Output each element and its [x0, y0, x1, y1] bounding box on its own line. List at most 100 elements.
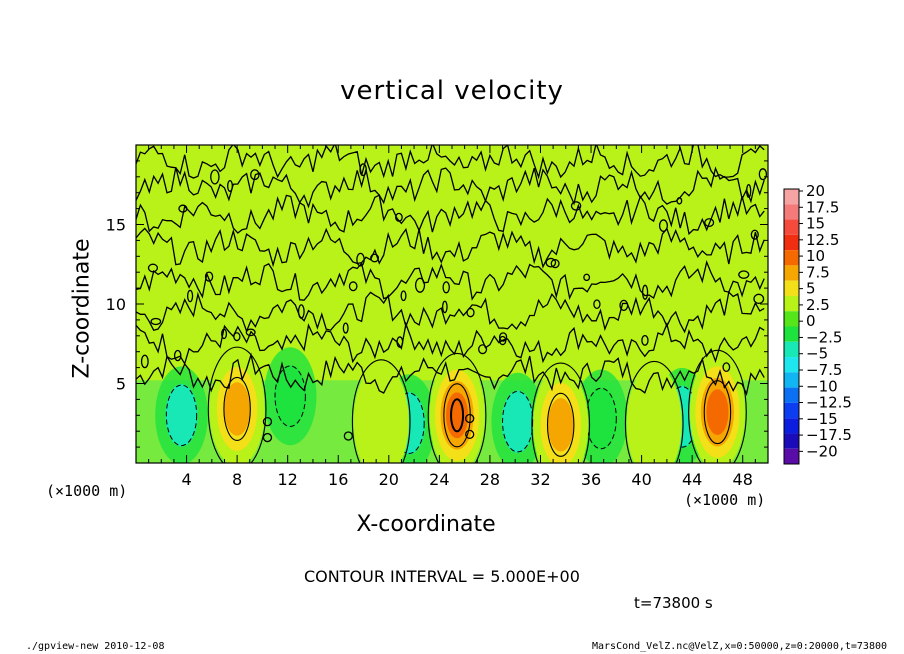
- x-unit-label-left: (×1000 m): [46, 482, 128, 500]
- contour-speck: [370, 253, 380, 263]
- contour-speck: [250, 169, 260, 181]
- colorbar-swatch: [784, 372, 799, 388]
- contour-speck: [676, 197, 683, 205]
- velocity-field: [136, 145, 768, 463]
- contour-line: [136, 145, 765, 180]
- contour-speck: [758, 168, 768, 181]
- x-tick-label: 4: [181, 470, 191, 489]
- x-tick-label: 44: [682, 470, 702, 489]
- colorbar-swatch: [784, 250, 799, 266]
- x-tick-label: 32: [530, 470, 550, 489]
- contour-speck: [722, 362, 731, 373]
- contour-speck: [738, 270, 750, 279]
- contour-speck: [593, 299, 601, 310]
- colorbar-swatch: [784, 295, 799, 312]
- colorbar-label: 15: [806, 215, 825, 233]
- colorbar-label: 20: [806, 182, 825, 200]
- contour-speck: [210, 169, 220, 185]
- colorbar-label: −10: [806, 377, 838, 395]
- y-tick-label: 10: [106, 295, 126, 314]
- x-tick-label: 28: [480, 470, 500, 489]
- contour-speck: [465, 429, 475, 440]
- colorbar-swatch: [784, 448, 799, 464]
- colorbar-label: −15: [806, 410, 838, 428]
- contour-line: [136, 259, 765, 301]
- colorbar-swatch: [784, 204, 799, 220]
- colorbar-swatch: [784, 341, 799, 358]
- footer-program: ./gpview-new 2010-12-08: [26, 641, 165, 652]
- contour-speck: [641, 334, 649, 346]
- downdraft-cell: [491, 372, 545, 463]
- footer-source: MarsCond_VelZ.nc@VelZ,x=0:50000,z=0:2000…: [592, 641, 888, 652]
- downdraft-cell: [574, 369, 628, 463]
- colorbar-label: 7.5: [806, 263, 830, 281]
- contour-speck: [583, 273, 591, 282]
- colorbar-label: 0: [806, 312, 816, 330]
- y-tick-label: 5: [116, 375, 126, 394]
- contour-speck: [396, 336, 404, 348]
- contour-speck: [746, 183, 752, 198]
- colorbar-frame: [783, 188, 800, 465]
- updraft-cell: [427, 352, 487, 463]
- colorbar-label: −5: [806, 345, 828, 363]
- colorbar-swatch: [784, 402, 799, 419]
- contour-speck: [221, 328, 228, 340]
- colorbar-label: −12.5: [806, 394, 852, 412]
- colorbar-label: −17.5: [806, 426, 852, 444]
- x-tick-label: 24: [429, 470, 449, 489]
- colorbar: 2017.51512.5107.552.50−2.5−5−7.5−10−12.5…: [783, 182, 852, 465]
- time-note: t=73800 s: [634, 594, 713, 612]
- updraft-cell: [624, 360, 684, 463]
- colorbar-label: −7.5: [806, 361, 842, 379]
- x-tick-label: 48: [733, 470, 753, 489]
- contour-line: [136, 194, 765, 236]
- updraft-cell: [688, 349, 747, 463]
- x-unit-label-right: (×1000 m): [684, 491, 766, 509]
- contour-speck: [753, 293, 765, 305]
- x-tick-label: 40: [631, 470, 651, 489]
- colorbar-swatch: [784, 418, 799, 434]
- contour-speck: [498, 332, 508, 342]
- contour-speck: [348, 281, 358, 292]
- contour-speck: [414, 277, 426, 293]
- x-tick-label: 20: [379, 470, 399, 489]
- contour-speck: [658, 219, 668, 232]
- colorbar-label: −2.5: [806, 328, 842, 346]
- zero-contours: [136, 145, 768, 443]
- colorbar-swatch: [784, 311, 799, 327]
- contour-speck: [140, 354, 149, 369]
- contour-speck: [466, 307, 475, 318]
- contour-speck: [550, 258, 560, 269]
- contour-speck: [343, 431, 354, 441]
- contour-speck: [641, 284, 649, 300]
- y-axis-label: Z-coordinate: [69, 238, 95, 379]
- x-tick-label: 36: [581, 470, 601, 489]
- colorbar-swatch: [784, 265, 799, 281]
- x-axis-label: X-coordinate: [356, 512, 496, 537]
- contour-speck: [545, 257, 557, 268]
- updraft-cell: [207, 346, 267, 463]
- updraft-cell: [351, 359, 411, 463]
- contour-speck: [204, 271, 214, 282]
- colorbar-label: 17.5: [806, 198, 839, 216]
- colorbar-swatch: [784, 234, 799, 251]
- contour-speck: [478, 344, 488, 355]
- colorbar-swatch: [784, 387, 799, 403]
- contour-speck: [297, 304, 305, 319]
- colorbar-swatch: [784, 219, 799, 235]
- colorbar-swatch: [784, 189, 799, 205]
- contour-speck: [441, 300, 448, 314]
- colorbar-swatch: [784, 433, 799, 449]
- contour-speck: [465, 413, 475, 424]
- contour-speck: [227, 180, 234, 192]
- contour-line: [136, 166, 765, 209]
- contour-speck: [178, 204, 188, 213]
- contour-line: [136, 321, 765, 366]
- contour-speck: [442, 281, 450, 294]
- contour-interval-note: CONTOUR INTERVAL = 5.000E+00: [304, 567, 580, 586]
- contour-line: [136, 352, 765, 396]
- x-tick-label: 8: [232, 470, 242, 489]
- contour-speck: [342, 322, 349, 334]
